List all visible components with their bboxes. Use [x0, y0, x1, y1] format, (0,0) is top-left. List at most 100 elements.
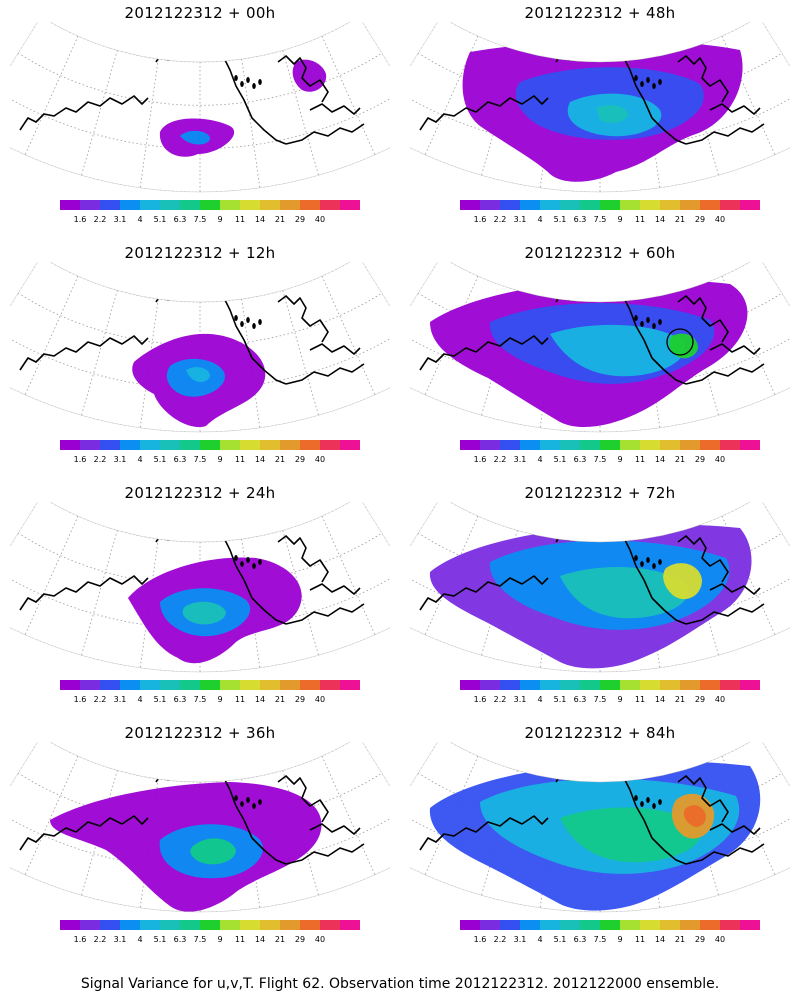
colorbar-tick-label: 11 — [235, 695, 245, 704]
longitude-gridline — [276, 31, 322, 186]
colorbar-swatch — [340, 680, 360, 690]
longitude-gridline — [138, 39, 162, 192]
variance-map — [10, 22, 390, 193]
variance-map — [10, 502, 390, 673]
longitude-gridline — [348, 262, 390, 376]
colorbar: 1.6 2.2 3.1 4 5.1 6.3 7.5 9 11 14 21 29 40 — [460, 680, 760, 704]
colorbar-swatch — [660, 680, 681, 690]
colorbar-swatch — [600, 920, 621, 930]
colorbar-swatch — [140, 920, 161, 930]
coastline — [277, 55, 329, 103]
colorbar-swatch — [520, 440, 541, 450]
panel-title: 2012122312 + 60h — [524, 244, 676, 262]
colorbar-tick-label: 9 — [217, 695, 222, 704]
variance-map — [410, 22, 790, 193]
colorbar-tick-label: 6.3 — [574, 935, 587, 944]
variance-contour — [182, 601, 226, 625]
latitude-gridline — [10, 809, 390, 869]
colorbar-swatch — [260, 680, 281, 690]
colorbar-swatch — [220, 200, 241, 210]
colorbar-swatch — [480, 920, 501, 930]
island — [640, 801, 644, 807]
island — [258, 559, 262, 565]
colorbar-tick-label: 40 — [715, 935, 725, 944]
island — [246, 797, 250, 803]
island — [252, 323, 256, 329]
colorbar-swatch — [180, 920, 201, 930]
colorbar-swatch — [260, 440, 281, 450]
colorbar-swatch — [560, 680, 581, 690]
longitude-gridline — [410, 22, 452, 136]
longitude-gridline — [676, 511, 722, 666]
coastline — [419, 815, 549, 851]
longitude-gridline — [348, 502, 390, 616]
colorbar-tick-label: 11 — [635, 215, 645, 224]
colorbar-swatch — [140, 200, 161, 210]
colorbar-swatch — [160, 440, 181, 450]
coastline — [277, 535, 329, 583]
longitude-gridline — [713, 22, 780, 165]
colorbar-swatch — [660, 920, 681, 930]
colorbar-tick-label: 4 — [537, 935, 542, 944]
longitude-gridline — [348, 742, 390, 856]
colorbar-swatch — [260, 200, 281, 210]
coastline — [215, 511, 267, 529]
colorbar: 1.6 2.2 3.1 4 5.1 6.3 7.5 9 11 14 21 29 40 — [60, 680, 360, 704]
colorbar-tick-label: 4 — [537, 215, 542, 224]
colorbar-swatch — [280, 920, 301, 930]
colorbar-swatch — [80, 440, 101, 450]
colorbar-tick-label: 14 — [655, 215, 665, 224]
colorbar-tick-label: 7.5 — [194, 935, 207, 944]
coastline — [615, 751, 667, 769]
colorbar-tick-label: 6.3 — [574, 455, 587, 464]
colorbar-swatch — [480, 680, 501, 690]
colorbar-swatch — [340, 200, 360, 210]
colorbar-swatch — [460, 440, 481, 450]
colorbar-swatch — [340, 920, 360, 930]
colorbar-tick-label: 7.5 — [194, 695, 207, 704]
colorbar-tick-label: 9 — [617, 215, 622, 224]
coastline — [685, 363, 765, 385]
colorbar-swatch — [680, 920, 701, 930]
colorbar-tick-label: 40 — [315, 935, 325, 944]
colorbar-swatch — [520, 200, 541, 210]
latitude-gridline — [410, 89, 790, 149]
colorbar-swatch — [140, 680, 161, 690]
island — [634, 795, 638, 801]
coastline — [677, 295, 729, 343]
colorbar-tick-label: 21 — [275, 695, 285, 704]
colorbar-tick-label: 3.1 — [114, 455, 127, 464]
colorbar-tick-label: 29 — [695, 695, 705, 704]
colorbar-swatch — [740, 920, 760, 930]
longitude-gridline — [276, 511, 322, 666]
colorbar-tick-label: 1.6 — [74, 455, 87, 464]
island — [246, 317, 250, 323]
panel-title: 2012122312 + 36h — [124, 724, 276, 742]
colorbar-tick-label: 1.6 — [74, 215, 87, 224]
colorbar-swatch — [600, 200, 621, 210]
colorbar-tick-label: 29 — [295, 695, 305, 704]
colorbar-swatch — [300, 440, 321, 450]
variance-contour — [186, 367, 210, 383]
island — [646, 797, 650, 803]
colorbar-swatch — [240, 680, 261, 690]
longitude-gridline — [78, 31, 124, 186]
colorbar-tick-label: 7.5 — [594, 215, 607, 224]
colorbar-tick-label: 5.1 — [554, 935, 567, 944]
colorbar-swatch — [500, 680, 521, 690]
coastline — [419, 95, 549, 131]
colorbar-tick-label: 29 — [295, 935, 305, 944]
colorbar-swatch — [460, 920, 481, 930]
colorbar-tick-label: 21 — [275, 215, 285, 224]
colorbar-tick-label: 4 — [537, 695, 542, 704]
colorbar-tick-label: 2.2 — [494, 455, 507, 464]
longitude-gridline — [10, 742, 52, 856]
forecast-panel: 2012122312 + 48h 1.6 2.2 3.1 4 5.1 6.3 7.5 9 11 14… — [400, 0, 800, 240]
colorbar-swatch — [220, 680, 241, 690]
colorbar-tick-label: 21 — [675, 215, 685, 224]
colorbar-tick-label: 14 — [655, 935, 665, 944]
colorbar-tick-label: 11 — [235, 215, 245, 224]
panel-title: 2012122312 + 48h — [524, 4, 676, 22]
longitude-gridline — [10, 262, 52, 376]
colorbar-swatch — [100, 920, 121, 930]
